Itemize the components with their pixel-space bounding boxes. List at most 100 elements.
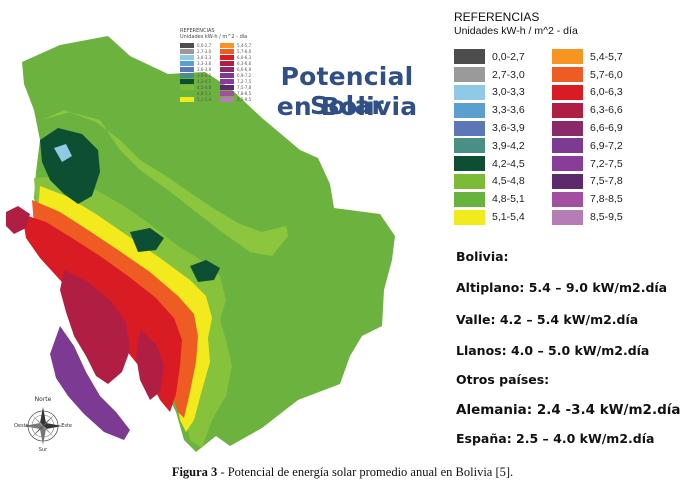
region-northwest-belt <box>42 110 288 256</box>
legend-swatch <box>454 138 485 154</box>
compass-north-label: Norte <box>34 396 52 403</box>
inset-legend-label: 6,6-6,9 <box>237 66 252 72</box>
legend-item: 2,7-3,0 <box>454 66 525 84</box>
legend-swatch <box>552 120 583 136</box>
legend-swatch <box>454 209 485 225</box>
inset-legend-item: 4,8-5,1 <box>180 90 211 96</box>
legend-label: 3,3-3,6 <box>492 104 525 117</box>
legend-item: 3,3-3,6 <box>454 101 525 119</box>
legend-label: 0,0-2,7 <box>492 50 525 63</box>
region-darkgreen-spot-2 <box>190 260 220 282</box>
inset-legend-item: 4,5-4,8 <box>180 84 211 90</box>
inset-legend-item: 4,2-4,5 <box>180 78 211 84</box>
legend-label: 3,6-3,9 <box>492 122 525 135</box>
caption-label: Figura 3 <box>171 465 218 479</box>
legend-label: 6,6-6,9 <box>590 122 623 135</box>
inset-legend-label: 5,7-6,0 <box>237 48 252 54</box>
inset-legend-swatch <box>220 66 234 72</box>
inset-legend-item: 5,1-5,4 <box>180 96 211 102</box>
legend-label: 3,9-4,2 <box>492 139 525 152</box>
inset-legend-label: 0,0-2,7 <box>197 42 212 48</box>
inset-legend-label: 5,1-5,4 <box>197 96 212 102</box>
legend-swatch <box>552 173 583 189</box>
legend-swatch <box>552 138 583 154</box>
map-inset-legend: REFERENCIAS Unidades kW-h / m^2 - día 0,… <box>180 28 255 102</box>
inset-legend-label: 7,5-7,8 <box>237 84 252 90</box>
legend: REFERENCIAS Unidades kW-h / m^2 - día 0,… <box>454 10 679 225</box>
caption-text: - Potencial de energía solar promedio an… <box>217 465 514 479</box>
inset-legend-item: 6,0-6,3 <box>220 54 251 60</box>
inset-legend-item: 6,9-7,2 <box>220 72 251 78</box>
legend-item: 4,2-4,5 <box>454 155 525 173</box>
legend-item: 6,6-6,9 <box>552 119 623 137</box>
info-valle: Valle: 4.2 – 5.4 kW/m2.día <box>456 312 639 327</box>
legend-label: 4,2-4,5 <box>492 157 525 170</box>
legend-label: 6,3-6,6 <box>590 104 623 117</box>
compass-south-label: Sur <box>38 447 48 453</box>
legend-item: 4,8-5,1 <box>454 190 525 208</box>
inset-legend-item: 5,7-6,0 <box>220 48 251 54</box>
legend-swatch <box>454 156 485 172</box>
compass-east-label: Este <box>61 423 72 429</box>
legend-swatch <box>552 156 583 172</box>
legend-label: 7,5-7,8 <box>590 175 623 188</box>
inset-legend-swatch <box>220 54 234 60</box>
inset-legend-swatch <box>220 72 234 78</box>
legend-swatch <box>552 209 583 225</box>
legend-swatch <box>454 191 485 207</box>
inset-legend-swatch <box>220 96 234 102</box>
legend-label: 3,0-3,3 <box>492 86 525 99</box>
inset-legend-units: Unidades kW-h / m^2 - día <box>180 34 248 40</box>
inset-legend-swatch <box>180 48 194 54</box>
info-altiplano: Altiplano: 5.4 – 9.0 kW/m2.día <box>456 280 668 295</box>
map-title-line-2: en Bolivia <box>276 92 418 121</box>
legend-item: 7,8-8,5 <box>552 190 623 208</box>
info-heading: Bolivia: <box>456 249 509 264</box>
inset-legend-title: REFERENCIAS <box>180 28 215 34</box>
inset-legend-label: 6,9-7,2 <box>237 72 252 78</box>
legend-item: 8,5-9,5 <box>552 208 623 226</box>
legend-item: 6,0-6,3 <box>552 84 623 102</box>
inset-legend-swatch <box>180 84 194 90</box>
inset-legend-label: 5,4-5,7 <box>237 42 252 48</box>
inset-legend-swatch <box>180 72 194 78</box>
inset-legend-swatch <box>180 42 194 48</box>
legend-label: 5,4-5,7 <box>590 50 623 63</box>
legend-swatch <box>552 67 583 83</box>
inset-legend-swatch <box>220 84 234 90</box>
inset-legend-label: 4,5-4,8 <box>197 84 212 90</box>
region-darkgreen-north <box>40 128 100 204</box>
legend-swatch <box>552 49 583 65</box>
legend-label: 7,2-7,5 <box>590 157 623 170</box>
legend-swatch <box>454 102 485 118</box>
legend-label: 8,5-9,5 <box>590 211 623 224</box>
legend-units: Unidades kW-h / m^2 - día <box>454 25 578 37</box>
inset-legend-item: 5,4-5,7 <box>220 42 251 48</box>
inset-legend-item: 7,8-8,5 <box>220 90 251 96</box>
legend-label: 4,8-5,1 <box>492 193 525 206</box>
inset-legend-item: 3,6-3,9 <box>180 66 211 72</box>
legend-item: 7,2-7,5 <box>552 155 623 173</box>
legend-item: 6,9-7,2 <box>552 137 623 155</box>
region-titicaca <box>6 206 30 234</box>
inset-legend-item: 3,9-4,2 <box>180 72 211 78</box>
inset-legend-swatch <box>180 60 194 66</box>
region-altiplano-darkred-2 <box>136 330 164 400</box>
legend-label: 4,5-4,8 <box>492 175 525 188</box>
map-graphic <box>6 36 395 452</box>
info-alemania: Alemania: 2.4 -3.4 kW/m2.día <box>456 402 681 418</box>
legend-item: 7,5-7,8 <box>552 173 623 191</box>
inset-legend-label: 3,6-3,9 <box>197 66 212 72</box>
inset-legend-item: 7,2-7,5 <box>220 78 251 84</box>
info-llanos: Llanos: 4.0 – 5.0 kW/m2.día <box>456 343 650 358</box>
inset-legend-label: 8,5-9,5 <box>237 96 252 102</box>
inset-legend-label: 4,2-4,5 <box>197 78 212 84</box>
inset-legend-label: 3,3-3,6 <box>197 60 212 66</box>
legend-swatch <box>454 84 485 100</box>
legend-label: 5,1-5,4 <box>492 211 525 224</box>
inset-legend-label: 6,0-6,3 <box>237 54 252 60</box>
inset-legend-item: 6,6-6,9 <box>220 66 251 72</box>
inset-legend-label: 6,3-6,6 <box>237 60 252 66</box>
figure-caption: Figura 3 - Potencial de energía solar pr… <box>0 465 685 480</box>
legend-column-2: 5,4-5,7 5,7-6,0 6,0-6,3 6,3-6,6 6,6-6,9 6,9-7… <box>552 48 623 226</box>
